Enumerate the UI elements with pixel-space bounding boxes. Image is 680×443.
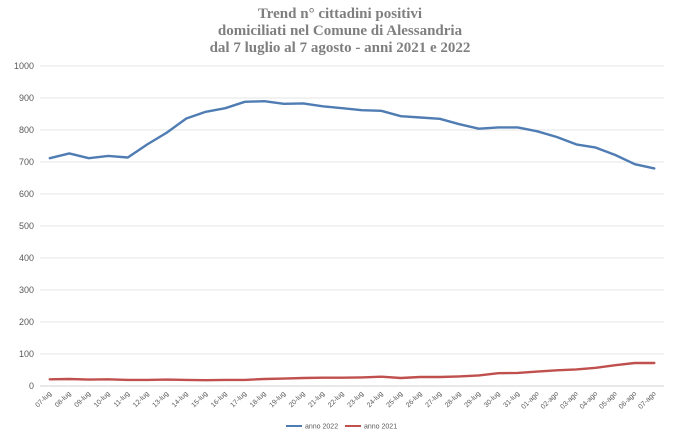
legend-label-1: anno 2022 (305, 424, 338, 431)
legend-label-2: anno 2021 (364, 424, 397, 431)
x-tick-label: 10-lug (93, 390, 112, 409)
x-tick-label: 23-lug (346, 390, 365, 409)
x-tick-label: 07-lug (34, 390, 53, 409)
x-tick-label: 02-ago (540, 390, 560, 410)
x-tick-label: 09-lug (73, 390, 92, 409)
x-tick-label: 01-ago (520, 390, 540, 410)
x-tick-label: 15-lug (190, 390, 209, 409)
y-axis-ticks: 0 100 200 300 400 500 600 700 800 900 1000 (14, 61, 34, 391)
x-tick-label: 17-lug (229, 390, 248, 409)
chart-title-line-3: dal 7 luglio al 7 agosto - anni 2021 e 2… (209, 40, 471, 56)
y-tick-label: 500 (19, 221, 34, 231)
x-tick-label: 05-ago (598, 390, 618, 410)
x-tick-label: 12-lug (132, 390, 151, 409)
x-tick-label: 31-lug (502, 390, 521, 409)
x-axis-ticks: 07-lug 08-lug 09-lug 10-lug 11-lug 12-lug 13-l… (34, 390, 657, 410)
x-tick-label: 03-ago (559, 390, 579, 410)
x-tick-label: 14-lug (171, 390, 190, 409)
chart-title: Trend n° cittadini positivi domiciliati … (0, 6, 680, 57)
series-line-1 (48, 99, 656, 170)
y-tick-label: 900 (19, 93, 34, 103)
x-tick-label: 13-lug (151, 390, 170, 409)
chart-title-line-2: domiciliati nel Comune di Alessandria (217, 23, 463, 39)
x-tick-label: 24-lug (366, 390, 385, 409)
x-tick-label: 22-lug (327, 390, 346, 409)
x-tick-label: 16-lug (210, 390, 229, 409)
x-tick-label: 11-lug (113, 390, 131, 408)
y-tick-label: 1000 (14, 61, 34, 71)
x-tick-label: 07-ago (637, 390, 657, 410)
chart-title-line-1: Trend n° cittadini positivi (257, 6, 423, 22)
legend: anno 2022 anno 2021 (286, 424, 397, 431)
x-tick-label: 28-lug (444, 390, 463, 409)
x-tick-label: 08-lug (54, 390, 73, 409)
y-tick-label: 700 (19, 157, 34, 167)
y-tick-label: 400 (19, 253, 34, 263)
grid-lines (40, 65, 664, 387)
y-tick-label: 0 (29, 381, 34, 391)
y-tick-label: 300 (19, 285, 34, 295)
x-tick-label: 25-lug (385, 390, 404, 409)
x-tick-label: 04-ago (579, 390, 599, 410)
x-tick-label: 30-lug (483, 390, 502, 409)
y-tick-label: 800 (19, 125, 34, 135)
y-tick-label: 600 (19, 189, 34, 199)
y-tick-label: 200 (19, 317, 34, 327)
x-tick-label: 06-ago (618, 390, 638, 410)
series-lines (48, 99, 656, 382)
x-tick-label: 29-lug (463, 390, 482, 409)
x-tick-label: 27-lug (424, 390, 443, 409)
x-tick-label: 21-lug (307, 390, 326, 409)
x-tick-label: 26-lug (405, 390, 424, 409)
x-tick-label: 18-lug (249, 390, 268, 409)
x-tick-label: 19-lug (268, 390, 287, 409)
x-tick-label: 20-lug (288, 390, 307, 409)
y-tick-label: 100 (19, 349, 34, 359)
series-line-2 (48, 361, 656, 382)
